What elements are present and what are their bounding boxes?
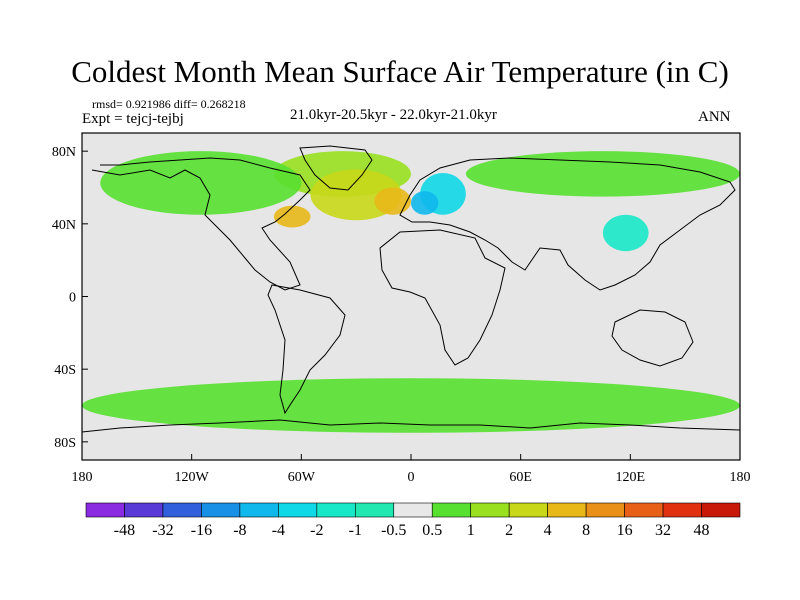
colorbar-swatch [354,502,395,518]
coastlines [82,145,740,433]
y-tick-label: 40N [52,218,76,233]
stats-text: rmsd= 0.921986 diff= 0.268218 [92,97,246,111]
colorbar-swatch [201,502,241,518]
colorbar-swatch [431,502,472,518]
experiment-text: Expt = tejcj-tejbj [82,111,184,127]
colorbar-label: -1 [349,522,362,539]
x-tick-label: 180 [72,470,93,485]
x-axis-ticks: 180 120W 60W 0 60E 120E 180 [72,454,751,485]
colorbar-label: 48 [694,522,710,539]
colorbar: -48 -32 -16 -8 -4 -2 -1 -0.5 0.5 1 2 4 8 16 32 48 [85,502,741,539]
coastline-eurasia [399,157,736,291]
colorbar-swatch [162,502,202,518]
colorbar-swatch [124,502,164,518]
colorbar-label: -16 [191,522,212,539]
colorbar-label: 32 [655,522,671,539]
colorbar-label: -8 [233,522,246,539]
period-text: 21.0kyr-20.5kyr - 22.0kyr-21.0kyr [290,107,497,123]
colorbar-swatch [508,502,548,518]
anomaly-region-2 [374,187,411,215]
y-axis-ticks: 80N 40N 0 40S 80S [52,145,88,451]
anomaly-regions [82,151,740,433]
coastline-antarctica [82,419,740,433]
colorbar-label: 2 [505,522,513,539]
anomaly-region-9 [82,378,740,433]
coastline-africa [379,229,506,366]
colorbar-swatch [662,502,702,518]
colorbar-swatch [470,502,510,518]
colorbar-label: -2 [310,522,323,539]
x-tick-label: 120W [175,470,210,485]
colorbar-swatch [316,502,356,518]
x-tick-label: 60E [509,470,532,485]
colorbar-swatch [393,502,433,518]
colorbar-swatch [239,502,279,518]
anomaly-region-3 [273,205,311,228]
colorbar-swatch [547,502,587,518]
x-tick-label: 60W [288,470,316,485]
season-text: ANN [698,109,731,125]
coastline-south-america [267,284,346,415]
colorbar-swatch [701,502,741,518]
anomaly-region-7 [465,151,740,197]
y-tick-label: 40S [54,363,76,378]
coastline-greenland [299,145,373,191]
colorbar-label: -4 [272,522,285,539]
chart-title: Coldest Month Mean Surface Air Temperatu… [71,54,729,89]
y-tick-label: 0 [69,291,76,306]
x-tick-label: 180 [730,470,751,485]
y-tick-label: 80N [52,145,76,160]
x-tick-label: 120E [616,470,646,485]
colorbar-label: 4 [544,522,552,539]
colorbar-label: -0.5 [381,522,406,539]
colorbar-label: 16 [617,522,633,539]
colorbar-label: 0.5 [422,522,442,539]
colorbar-label: -32 [152,522,173,539]
coastline-australia [611,309,694,367]
anomaly-region-6 [100,151,302,215]
coastline-north-america [91,157,311,291]
colorbar-label: 1 [467,522,475,539]
x-tick-label: 0 [408,470,415,485]
colorbar-swatch [85,502,125,518]
colorbar-label: -48 [114,522,135,539]
colorbar-label: 8 [582,522,590,539]
colorbar-swatch [585,502,625,518]
colorbar-swatch [624,502,664,518]
anomaly-region-5 [411,191,439,215]
colorbar-swatch [278,502,318,518]
anomaly-region-8 [602,214,649,252]
y-tick-label: 80S [54,436,76,451]
